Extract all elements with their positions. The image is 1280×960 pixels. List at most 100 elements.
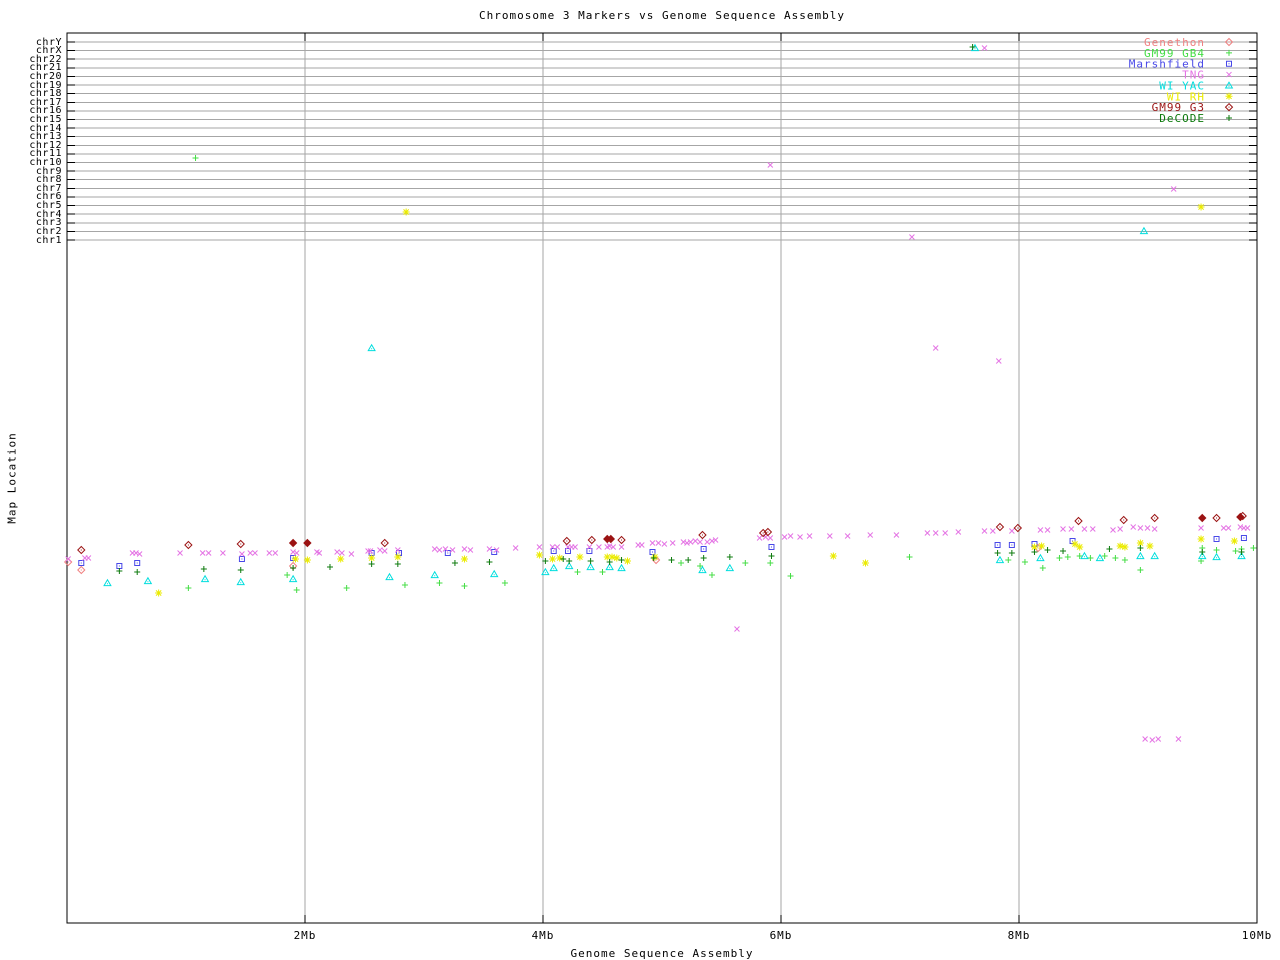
data-point xyxy=(655,540,662,546)
legend-label: WI RH xyxy=(1167,90,1205,103)
y-axis-tick-label: chr19 xyxy=(29,79,62,91)
data-point xyxy=(1064,554,1071,560)
legend-label: Genethon xyxy=(1144,36,1205,49)
data-point xyxy=(1146,542,1154,550)
data-point xyxy=(1071,540,1079,548)
data-point xyxy=(1237,524,1244,530)
data-point xyxy=(1068,526,1075,532)
data-point xyxy=(684,540,690,546)
x-axis-tick-label: 6Mb xyxy=(769,929,793,942)
data-point xyxy=(303,556,311,564)
x-axis-tick-label: 10Mb xyxy=(1241,929,1273,942)
data-point xyxy=(293,550,300,556)
data-point-filled xyxy=(1236,512,1245,522)
data-point xyxy=(572,544,578,550)
data-point xyxy=(564,561,574,570)
data-point xyxy=(955,529,962,535)
data-point xyxy=(367,343,376,352)
data-point xyxy=(185,585,192,591)
y-axis-tick-label: chrX xyxy=(35,45,62,57)
y-axis-tick-label: chr10 xyxy=(29,157,62,169)
y-axis-tick-label: chr18 xyxy=(29,88,62,100)
data-point xyxy=(542,558,549,564)
data-point xyxy=(1197,203,1205,211)
data-point xyxy=(1119,515,1128,525)
series-wi-rh xyxy=(155,203,1238,597)
data-point xyxy=(368,554,376,562)
data-point xyxy=(541,567,550,576)
y-axis-tick-label: chr22 xyxy=(29,53,62,65)
data-point xyxy=(1220,525,1227,531)
data-point xyxy=(103,578,112,587)
data-point xyxy=(449,547,456,553)
data-point xyxy=(367,548,374,554)
data-point xyxy=(697,539,703,545)
data-point xyxy=(430,570,439,579)
data-point xyxy=(995,522,1005,532)
data-point xyxy=(1005,557,1012,563)
data-point xyxy=(1080,551,1089,560)
data-point xyxy=(608,553,616,561)
data-point xyxy=(1230,537,1238,545)
data-point xyxy=(1155,736,1162,742)
data-point xyxy=(549,544,556,550)
data-point xyxy=(1056,555,1063,561)
series-decode xyxy=(116,44,1245,575)
data-point xyxy=(1101,553,1108,559)
data-point-filled xyxy=(303,538,312,548)
data-point xyxy=(1240,535,1247,541)
data-point-filled xyxy=(288,538,298,548)
x-axis-label: Genome Sequence Assembly xyxy=(570,947,754,960)
data-point xyxy=(768,544,775,550)
data-point xyxy=(704,539,711,545)
y-axis-tick-label: chr9 xyxy=(35,165,62,177)
data-point xyxy=(942,530,949,536)
data-point xyxy=(1008,550,1015,556)
data-point xyxy=(1150,551,1159,560)
data-point xyxy=(394,547,401,553)
data-point xyxy=(536,544,543,550)
data-point xyxy=(562,536,572,546)
data-point xyxy=(339,550,345,556)
data-point xyxy=(1197,551,1207,560)
data-point xyxy=(781,534,788,540)
data-point xyxy=(385,572,394,581)
data-point xyxy=(1232,548,1239,554)
data-point xyxy=(1087,555,1094,561)
data-point xyxy=(587,535,596,545)
data-point xyxy=(394,561,401,567)
legend-label: Marshfield xyxy=(1129,58,1205,71)
data-point xyxy=(1121,543,1129,551)
data-point xyxy=(669,540,676,546)
legend-marker-asterisk-icon xyxy=(1225,92,1233,100)
data-point xyxy=(700,546,707,552)
data-point xyxy=(380,538,389,548)
data-point xyxy=(767,560,774,566)
data-point xyxy=(266,550,273,556)
data-point xyxy=(698,565,707,574)
data-point xyxy=(1060,548,1067,554)
data-point xyxy=(709,538,715,544)
data-point xyxy=(334,549,340,555)
data-point xyxy=(649,549,656,555)
y-axis-tick-label: chr12 xyxy=(29,139,62,151)
data-point xyxy=(932,345,939,351)
data-point xyxy=(560,556,567,562)
legend-label: GM99 GB4 xyxy=(1144,47,1205,60)
data-point xyxy=(1013,523,1023,533)
data-point xyxy=(1060,526,1066,532)
data-point xyxy=(613,554,621,562)
data-point xyxy=(742,560,749,566)
data-point xyxy=(1044,527,1051,533)
data-point xyxy=(65,556,72,562)
data-point xyxy=(238,556,245,562)
data-point xyxy=(316,550,323,556)
data-point xyxy=(603,553,611,561)
data-point xyxy=(756,535,763,541)
data-point xyxy=(587,558,594,564)
data-point xyxy=(1021,559,1028,565)
data-point xyxy=(337,555,345,563)
data-point xyxy=(493,547,500,553)
data-point xyxy=(1116,542,1124,550)
data-point xyxy=(566,558,573,564)
